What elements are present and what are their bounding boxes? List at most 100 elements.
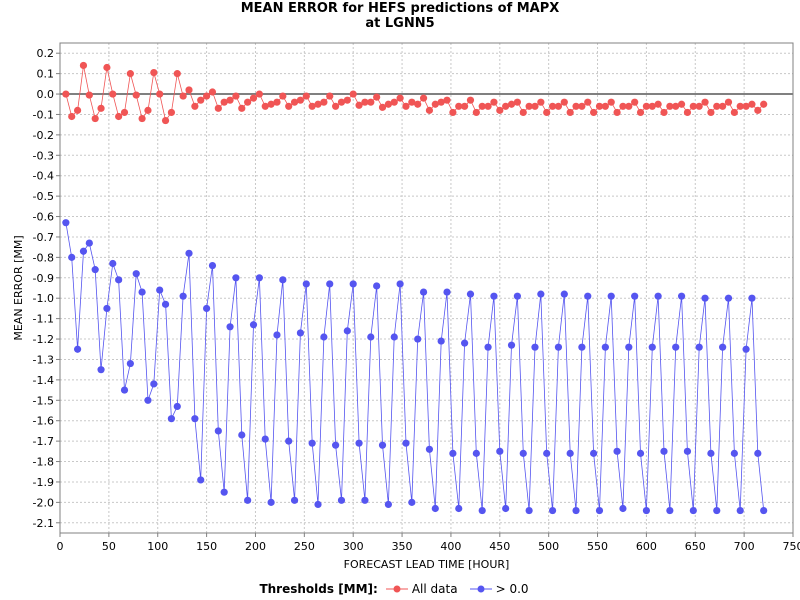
- data-point: [472, 108, 480, 117]
- data-point: [337, 98, 346, 106]
- data-point: [267, 100, 275, 108]
- y-tick-label: -1.2: [33, 333, 54, 346]
- data-point: [68, 253, 76, 261]
- data-point: [683, 447, 692, 455]
- data-point: [185, 86, 193, 94]
- data-point: [572, 506, 580, 515]
- data-point: [373, 93, 381, 101]
- y-tick-label: -0.8: [33, 251, 54, 264]
- x-tick-label: 750: [783, 540, 800, 553]
- data-point: [502, 504, 510, 513]
- series-all-data: [62, 61, 768, 125]
- data-point: [455, 102, 463, 110]
- data-point: [255, 274, 263, 282]
- y-tick-label: -2.1: [33, 517, 54, 530]
- data-point: [672, 102, 680, 110]
- data-point: [167, 415, 176, 423]
- data-point: [285, 102, 293, 110]
- y-tick-label: -1.7: [33, 435, 54, 448]
- data-point: [208, 88, 217, 96]
- legend-label-gt-zero: > 0.0: [495, 582, 529, 596]
- data-point: [73, 106, 82, 114]
- data-point: [161, 116, 170, 125]
- data-point: [244, 98, 252, 106]
- data-point: [296, 96, 305, 104]
- data-point: [220, 98, 228, 106]
- x-tick-label: 50: [102, 540, 116, 553]
- data-point: [736, 506, 744, 515]
- data-point: [425, 106, 434, 114]
- x-tick-label: 700: [734, 540, 755, 553]
- data-point: [543, 108, 551, 117]
- data-point: [654, 292, 662, 300]
- data-point: [502, 102, 510, 110]
- data-point: [408, 98, 416, 106]
- data-point: [554, 343, 563, 351]
- data-point: [636, 449, 645, 457]
- data-point: [472, 449, 480, 457]
- data-point: [373, 282, 381, 290]
- data-point: [543, 449, 551, 457]
- data-point: [566, 108, 574, 117]
- data-point: [115, 112, 123, 121]
- data-point: [249, 321, 258, 329]
- data-point: [478, 102, 486, 110]
- data-point: [548, 506, 557, 515]
- data-point: [361, 98, 369, 106]
- data-point: [355, 101, 363, 109]
- data-point: [619, 102, 627, 110]
- data-point: [590, 449, 598, 457]
- series-line: [65, 222, 765, 511]
- x-tick-label: 400: [440, 540, 461, 553]
- x-tick-label: 650: [685, 540, 706, 553]
- legend-item-all-data: All data: [385, 582, 458, 596]
- data-point: [208, 261, 217, 270]
- data-point: [613, 108, 621, 117]
- data-point: [73, 345, 82, 353]
- data-point: [595, 506, 604, 515]
- data-point: [103, 63, 111, 72]
- y-tick-label: 0.2: [37, 47, 55, 60]
- data-point: [138, 114, 146, 123]
- data-point: [150, 69, 158, 77]
- data-point: [255, 90, 263, 98]
- data-point: [484, 102, 492, 110]
- x-tick-label: 250: [294, 540, 315, 553]
- y-tick-label: -0.5: [33, 190, 54, 203]
- data-point: [619, 504, 627, 513]
- data-point: [742, 102, 750, 110]
- data-point: [144, 396, 152, 404]
- data-point: [742, 345, 750, 353]
- y-tick-label: 0.1: [37, 68, 55, 81]
- data-point: [713, 102, 721, 110]
- data-point: [326, 280, 334, 288]
- data-point: [754, 449, 762, 457]
- x-tick-label: 300: [343, 540, 364, 553]
- data-point: [707, 449, 715, 457]
- data-point: [191, 415, 199, 423]
- data-point: [713, 506, 721, 515]
- data-point: [748, 294, 756, 302]
- data-point: [431, 504, 439, 513]
- data-point: [367, 98, 375, 106]
- data-point: [496, 447, 504, 455]
- data-point: [689, 102, 697, 110]
- y-tick-label: -0.1: [33, 108, 54, 121]
- data-point: [449, 449, 457, 457]
- data-point: [666, 506, 674, 515]
- data-point: [120, 386, 129, 394]
- data-point: [85, 91, 93, 99]
- data-point: [332, 102, 340, 110]
- data-point: [660, 447, 668, 455]
- data-point: [238, 431, 246, 439]
- y-tick-label: -1.6: [33, 415, 54, 428]
- data-point: [566, 449, 574, 457]
- data-point: [519, 108, 527, 117]
- data-point: [507, 100, 516, 108]
- x-tick-label: 200: [245, 540, 266, 553]
- data-point: [267, 498, 275, 506]
- grid-lines: [59, 43, 794, 533]
- data-point: [601, 343, 609, 351]
- data-point: [285, 437, 293, 445]
